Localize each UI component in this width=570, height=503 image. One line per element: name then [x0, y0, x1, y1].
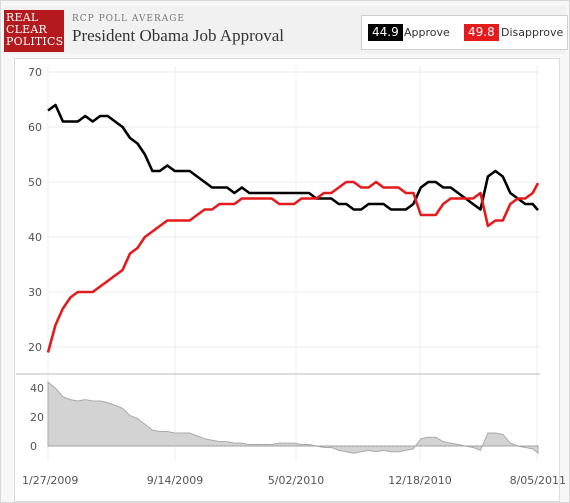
spread-y-tick-label: 20 — [30, 411, 44, 424]
rcp-logo: REAL CLEAR POLITICS — [4, 10, 64, 52]
disapprove-label: Disapprove — [501, 26, 564, 39]
y-tick-label: 70 — [28, 66, 42, 79]
x-tick-label: 5/02/2010 — [268, 474, 324, 487]
logo-line-1: REAL — [6, 11, 39, 24]
spread-area — [47, 381, 539, 455]
x-tick-label: 12/18/2010 — [388, 474, 451, 487]
approve-label: Approve — [404, 26, 450, 39]
legend: 44.9 Approve 49.8 Disapprove — [361, 15, 568, 50]
logo-line-3: POLITICS — [6, 35, 64, 48]
x-tick-label: 1/27/2009 — [22, 474, 78, 487]
disapprove-value-badge: 49.8 — [464, 24, 499, 41]
approve-value-badge: 44.9 — [368, 24, 403, 41]
spread-y-tick-label: 0 — [30, 440, 37, 453]
y-tick-label: 40 — [28, 231, 42, 244]
x-tick-label: 8/05/2011 — [510, 474, 566, 487]
chart-title: President Obama Job Approval — [72, 26, 284, 45]
y-tick-label: 60 — [28, 121, 42, 134]
spread-y-tick-label: 40 — [30, 382, 44, 395]
y-tick-label: 30 — [28, 286, 42, 299]
chart-kicker: RCP POLL AVERAGE — [72, 14, 185, 24]
approve-line — [47, 103, 539, 211]
logo-line-2: CLEAR — [6, 23, 47, 36]
disapprove-line — [46, 180, 540, 353]
y-tick-label: 20 — [28, 341, 42, 354]
x-tick-label: 9/14/2009 — [147, 474, 203, 487]
y-tick-label: 50 — [28, 176, 42, 189]
